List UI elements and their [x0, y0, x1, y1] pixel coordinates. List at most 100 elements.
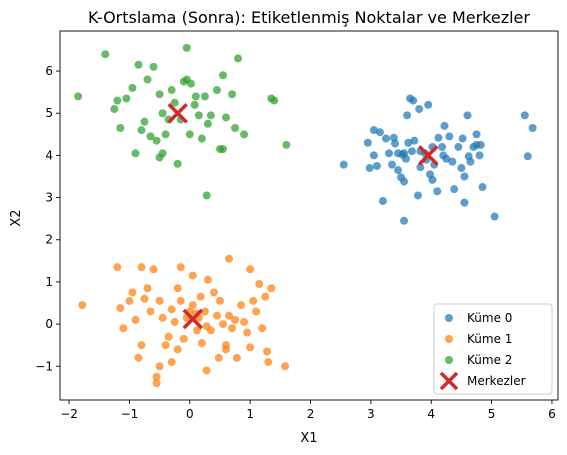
data-point: [158, 149, 167, 158]
plot-area: −2 −1 0 1 2 3 4 5 6 −1 0 1 2 3 4 5 6: [35, 30, 559, 421]
data-point: [203, 119, 212, 128]
data-point: [528, 123, 537, 132]
data-point: [212, 311, 221, 320]
data-point: [222, 345, 230, 354]
data-point: [410, 136, 419, 145]
data-point: [167, 305, 176, 314]
data-point: [261, 292, 270, 301]
data-point: [116, 304, 125, 313]
data-point: [146, 132, 155, 141]
data-point: [158, 109, 167, 118]
data-point: [173, 284, 182, 293]
data-point: [134, 353, 143, 362]
legend: Küme 0 Küme 1 Küme 2 Merkezler: [433, 303, 553, 395]
x-tick-label: 4: [427, 407, 435, 421]
data-point: [167, 86, 176, 95]
data-point: [137, 126, 146, 135]
data-point: [365, 164, 374, 173]
data-point: [131, 315, 140, 324]
axes-frame: [59, 30, 559, 401]
data-point: [246, 265, 255, 274]
data-point: [170, 317, 179, 326]
data-point: [176, 263, 185, 272]
data-point: [143, 284, 152, 293]
data-point: [110, 105, 119, 114]
data-point: [214, 353, 223, 362]
data-point: [200, 92, 209, 101]
data-point: [234, 54, 243, 63]
data-point: [146, 307, 155, 316]
data-point: [394, 166, 403, 175]
data-point: [197, 134, 206, 143]
series-0: [339, 94, 537, 225]
data-point: [185, 130, 194, 139]
data-point: [116, 123, 125, 132]
data-point: [194, 111, 203, 120]
x-tick-label: 0: [186, 407, 194, 421]
data-point: [137, 263, 146, 272]
data-point: [363, 138, 372, 147]
data-point: [369, 126, 378, 135]
data-point: [249, 296, 258, 305]
data-point: [113, 96, 122, 105]
data-point: [463, 111, 472, 120]
data-point: [143, 75, 152, 84]
data-point: [188, 271, 197, 280]
data-point: [196, 292, 205, 301]
data-point: [188, 301, 197, 310]
data-point: [258, 324, 267, 333]
data-point: [149, 265, 158, 274]
data-point: [173, 159, 182, 168]
data-point: [252, 307, 261, 316]
data-point: [255, 280, 264, 289]
data-point: [202, 366, 211, 375]
data-point: [466, 157, 475, 166]
data-point: [228, 324, 237, 333]
data-point: [134, 60, 143, 69]
data-point: [155, 296, 164, 305]
data-point: [212, 86, 221, 95]
centroid-marker: [167, 102, 188, 124]
data-point: [190, 100, 199, 109]
data-point: [231, 315, 240, 324]
data-point: [375, 128, 384, 137]
data-point: [225, 311, 234, 320]
data-point: [101, 50, 110, 59]
data-point: [78, 301, 87, 310]
data-point: [520, 111, 529, 120]
data-point: [434, 133, 443, 142]
data-point: [173, 345, 182, 354]
data-point: [161, 341, 170, 350]
data-point: [193, 326, 202, 335]
x-tick-label: 3: [367, 407, 375, 421]
data-point: [119, 324, 128, 333]
data-point: [476, 140, 485, 149]
series-1: [78, 254, 290, 388]
data-point: [228, 90, 237, 99]
data-point: [472, 130, 481, 139]
data-point: [263, 347, 272, 356]
data-point: [270, 96, 279, 105]
data-point: [394, 149, 403, 158]
data-point: [182, 43, 191, 52]
data-point: [378, 196, 387, 205]
data-point: [191, 92, 200, 101]
data-point: [433, 187, 442, 196]
data-point: [523, 152, 532, 161]
x-axis-label: X1: [300, 431, 317, 446]
x-tick-label: 6: [548, 407, 556, 421]
data-point: [218, 145, 227, 154]
y-axis-label: X2: [9, 209, 24, 226]
data-point: [131, 149, 140, 158]
data-point: [457, 164, 466, 173]
data-point: [442, 154, 451, 163]
data-point: [206, 326, 215, 335]
x-tick-label: −1: [121, 407, 139, 421]
legend-marker: [445, 356, 453, 364]
data-point: [369, 151, 378, 160]
data-point: [164, 332, 173, 341]
data-point: [428, 175, 437, 184]
x-tick-label: −2: [60, 407, 78, 421]
legend-label: Küme 0: [467, 311, 512, 325]
